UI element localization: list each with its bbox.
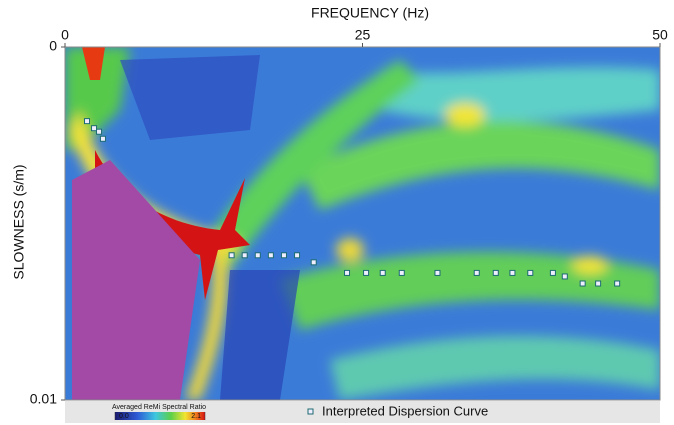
data-point [509,269,516,276]
data-point [228,252,235,259]
data-point [241,252,248,259]
x-tick-label: 50 [652,27,668,43]
y-axis-label: SLOWNESS (s/m) [11,164,27,279]
data-point [310,259,317,266]
data-point [398,269,405,276]
data-point [294,252,301,259]
colorbar-tick-label: 0.0 [119,413,129,420]
x-tick-label: 25 [355,27,371,43]
colorbar-tick-label: 2.1 [191,413,201,420]
data-point [561,273,568,280]
x-tick-label: 0 [61,27,69,43]
data-point [527,269,534,276]
data-point [492,269,499,276]
data-point [614,280,621,287]
data-point [84,118,91,125]
data-point [344,269,351,276]
data-point [267,252,274,259]
data-point [91,125,98,132]
data-point [434,269,441,276]
heatmap [65,47,660,400]
colorbar-label: Averaged ReMi Spectral Ratio [112,404,206,411]
data-point [254,252,261,259]
data-point [579,280,586,287]
data-point [280,252,287,259]
data-point [379,269,386,276]
legend-marker [307,408,314,415]
data-point [473,269,480,276]
data-point [549,269,556,276]
data-point [363,269,370,276]
chart-title: FREQUENCY (Hz) [311,5,429,21]
y-tick-label: 0.01 [30,391,57,407]
y-tick-label: 0 [49,38,57,54]
data-point [595,280,602,287]
data-point [99,135,106,142]
legend-strip [65,401,660,423]
legend-label: Interpreted Dispersion Curve [322,403,488,418]
data-point [96,128,103,135]
colorbar [115,412,205,420]
